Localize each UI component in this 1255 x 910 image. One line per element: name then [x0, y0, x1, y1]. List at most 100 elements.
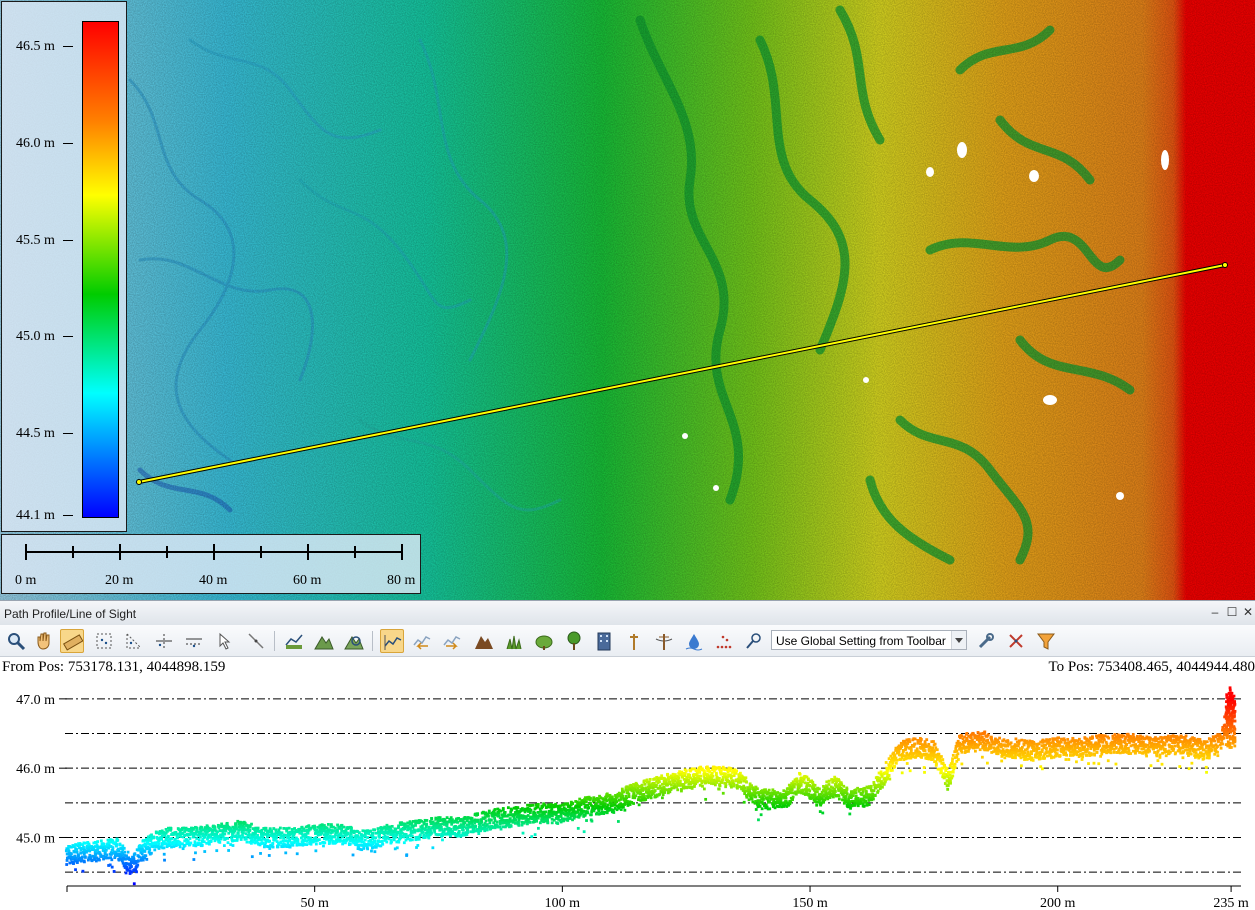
maximize-button[interactable]: ☐ [1226, 605, 1238, 619]
profile-point [328, 841, 332, 844]
profile-point [104, 848, 108, 852]
profile-point [798, 772, 802, 776]
profile-point [1048, 738, 1052, 741]
profile-point [493, 826, 497, 830]
line-tool-icon[interactable] [244, 629, 268, 653]
cross-section-alt-icon[interactable] [182, 629, 206, 653]
profile-point [642, 787, 645, 791]
pan-hand-icon[interactable] [32, 629, 56, 653]
profile-point [501, 818, 505, 822]
profile-point [844, 796, 847, 800]
profile-point [282, 827, 286, 830]
profile-point [393, 847, 397, 851]
ground-icon[interactable] [472, 629, 496, 653]
profile-point [954, 747, 958, 751]
panel-titlebar[interactable]: Path Profile/Line of Sight – ☐ ✕ [0, 600, 1255, 626]
profile-point [1132, 743, 1136, 747]
funnel-filter-icon[interactable] [1034, 629, 1058, 653]
profile-point [1186, 751, 1190, 755]
pole-icon[interactable] [622, 629, 646, 653]
profile-point [1113, 739, 1117, 743]
low-vegetation-icon[interactable] [502, 629, 526, 653]
high-vegetation-icon[interactable] [562, 629, 586, 653]
profile-point [1148, 741, 1152, 745]
profile-point [472, 828, 476, 832]
step-forward-icon[interactable] [440, 629, 464, 653]
profile-point [564, 808, 568, 812]
elevation-profile-chart[interactable]: 47.0 m46.0 m45.0 m50 m 100 m 150 m 200 m 235… [0, 680, 1255, 910]
profile-point [524, 816, 528, 820]
settings-tools-icon[interactable] [974, 629, 998, 653]
profile-point [930, 747, 934, 751]
noise-points-icon[interactable] [712, 629, 736, 653]
class-filter-dropdown[interactable]: Use Global Setting from Toolbar [771, 630, 967, 650]
medium-vegetation-icon[interactable] [532, 629, 556, 653]
profile-point [260, 828, 264, 832]
building-icon[interactable] [592, 629, 616, 653]
profile-point [551, 814, 554, 818]
profile-point [371, 835, 375, 839]
profile-point [613, 803, 617, 807]
profile-view-icon[interactable] [380, 629, 404, 653]
profile-point [1116, 735, 1120, 739]
cross-section-icon[interactable] [152, 629, 176, 653]
profile-point [555, 815, 559, 819]
profile-point [845, 789, 848, 793]
profile-point [241, 835, 245, 839]
profile-point [661, 793, 665, 797]
profile-point [683, 774, 687, 778]
profile-point [578, 801, 582, 805]
select-points-alt-icon[interactable] [122, 629, 146, 653]
minimize-button[interactable]: – [1211, 605, 1219, 619]
profile-point [1102, 748, 1106, 752]
profile-point [1130, 739, 1133, 743]
profile-point [992, 750, 995, 754]
profile-path-line[interactable] [138, 264, 1226, 483]
profile-point [213, 825, 217, 829]
profile-point [535, 819, 538, 823]
profile-point [1025, 754, 1029, 758]
water-icon[interactable] [682, 629, 706, 653]
ruler-icon[interactable] [60, 629, 84, 653]
profile-point [309, 836, 312, 840]
profile-point [909, 745, 913, 749]
profile-point [1066, 738, 1070, 741]
clear-icon[interactable] [1004, 629, 1028, 653]
profile-classify-icon[interactable] [282, 629, 306, 653]
close-button[interactable]: ✕ [1242, 605, 1254, 619]
profile-point [727, 768, 731, 771]
profile-point [1163, 742, 1167, 745]
profile-point [1077, 742, 1081, 745]
profile-point [269, 844, 272, 848]
profile-point [617, 806, 621, 810]
profile-point [434, 832, 438, 836]
profile-end-point[interactable] [1222, 262, 1228, 268]
profile-start-point[interactable] [136, 479, 142, 485]
filter-brush-icon[interactable] [742, 629, 766, 653]
profile-point [597, 812, 601, 816]
map-view[interactable]: 46.5 m 46.0 m 45.5 m 45.0 m 44.5 m 44.1 … [0, 0, 1255, 600]
profile-point [653, 777, 657, 781]
terrain-icon[interactable] [312, 629, 336, 653]
profile-point [279, 832, 282, 836]
profile-point [1131, 749, 1135, 753]
profile-point [624, 794, 628, 798]
select-points-icon[interactable] [92, 629, 116, 653]
profile-point [1066, 741, 1070, 745]
powerline-icon[interactable] [652, 629, 676, 653]
zoom-icon[interactable] [4, 629, 28, 653]
step-back-icon[interactable] [410, 629, 434, 653]
profile-point [558, 818, 562, 822]
profile-point [1160, 762, 1164, 766]
chevron-down-icon[interactable] [951, 631, 966, 649]
profile-point [648, 777, 652, 781]
terrain-select-icon[interactable] [342, 629, 366, 653]
profile-point [1119, 741, 1123, 744]
profile-point [338, 838, 342, 841]
profile-point [88, 853, 92, 857]
profile-point [220, 822, 224, 826]
profile-point [78, 846, 81, 850]
profile-point [274, 828, 278, 832]
select-arrow-icon[interactable] [214, 629, 238, 653]
profile-point [189, 841, 193, 845]
